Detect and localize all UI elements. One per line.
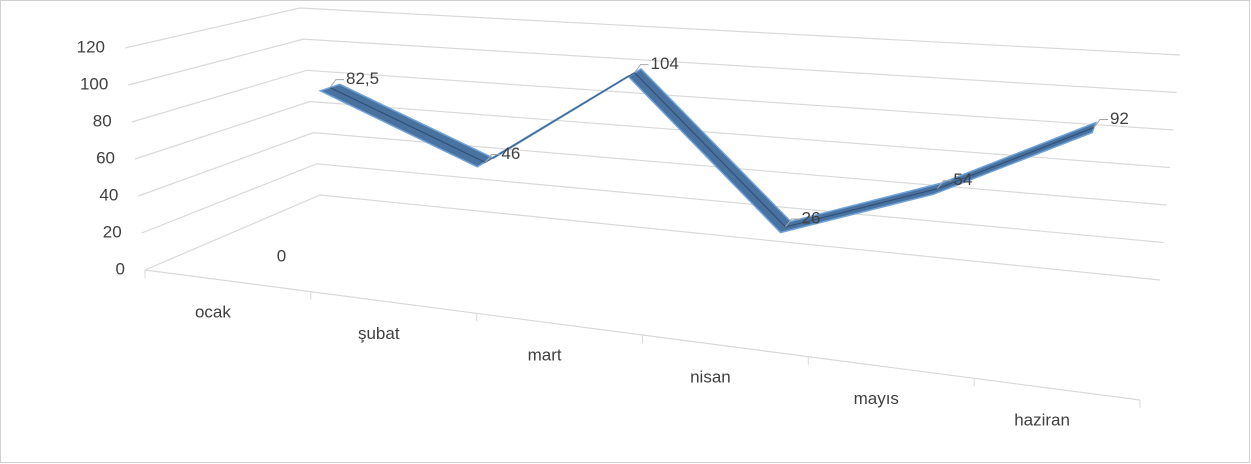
leader-line: [1093, 119, 1108, 128]
y-tick-label: 20: [103, 222, 122, 241]
x-tick-label: ocak: [195, 302, 231, 321]
grid-line: [134, 100, 1171, 169]
grid-line: [141, 163, 1164, 244]
leader-line: [485, 153, 500, 163]
leader-line: [634, 64, 649, 73]
grid-line: [138, 132, 1167, 206]
data-label: 54: [953, 170, 972, 189]
x-tick-label: nisan: [690, 367, 731, 386]
data-label: 26: [802, 208, 821, 227]
y-tick-label: 80: [93, 111, 112, 130]
leader-line: [329, 79, 345, 88]
x-tick-label: mayıs: [854, 389, 899, 408]
data-label: 82,5: [346, 69, 379, 88]
grid-line: [131, 69, 1174, 131]
y-tick-label: 40: [99, 185, 118, 204]
y-tick-label: 60: [96, 148, 115, 167]
y-tick-label: 120: [77, 37, 105, 56]
x-tick-label: mart: [528, 346, 562, 365]
leader-line: [785, 218, 800, 228]
x-tick-label: şubat: [358, 324, 400, 343]
grid-line: [144, 194, 1161, 281]
y-tick-label: 100: [80, 74, 108, 93]
data-label: 0: [277, 247, 286, 266]
data-label: 104: [651, 54, 679, 73]
grid-line: [124, 7, 1181, 56]
data-label: 92: [1110, 109, 1129, 128]
series-line: [329, 71, 1095, 228]
data-label: 46: [501, 144, 520, 163]
x-tick-label: haziran: [1014, 411, 1070, 430]
y-tick-label: 0: [116, 259, 125, 278]
grid-line: [128, 38, 1177, 94]
leader-line: [936, 180, 952, 189]
